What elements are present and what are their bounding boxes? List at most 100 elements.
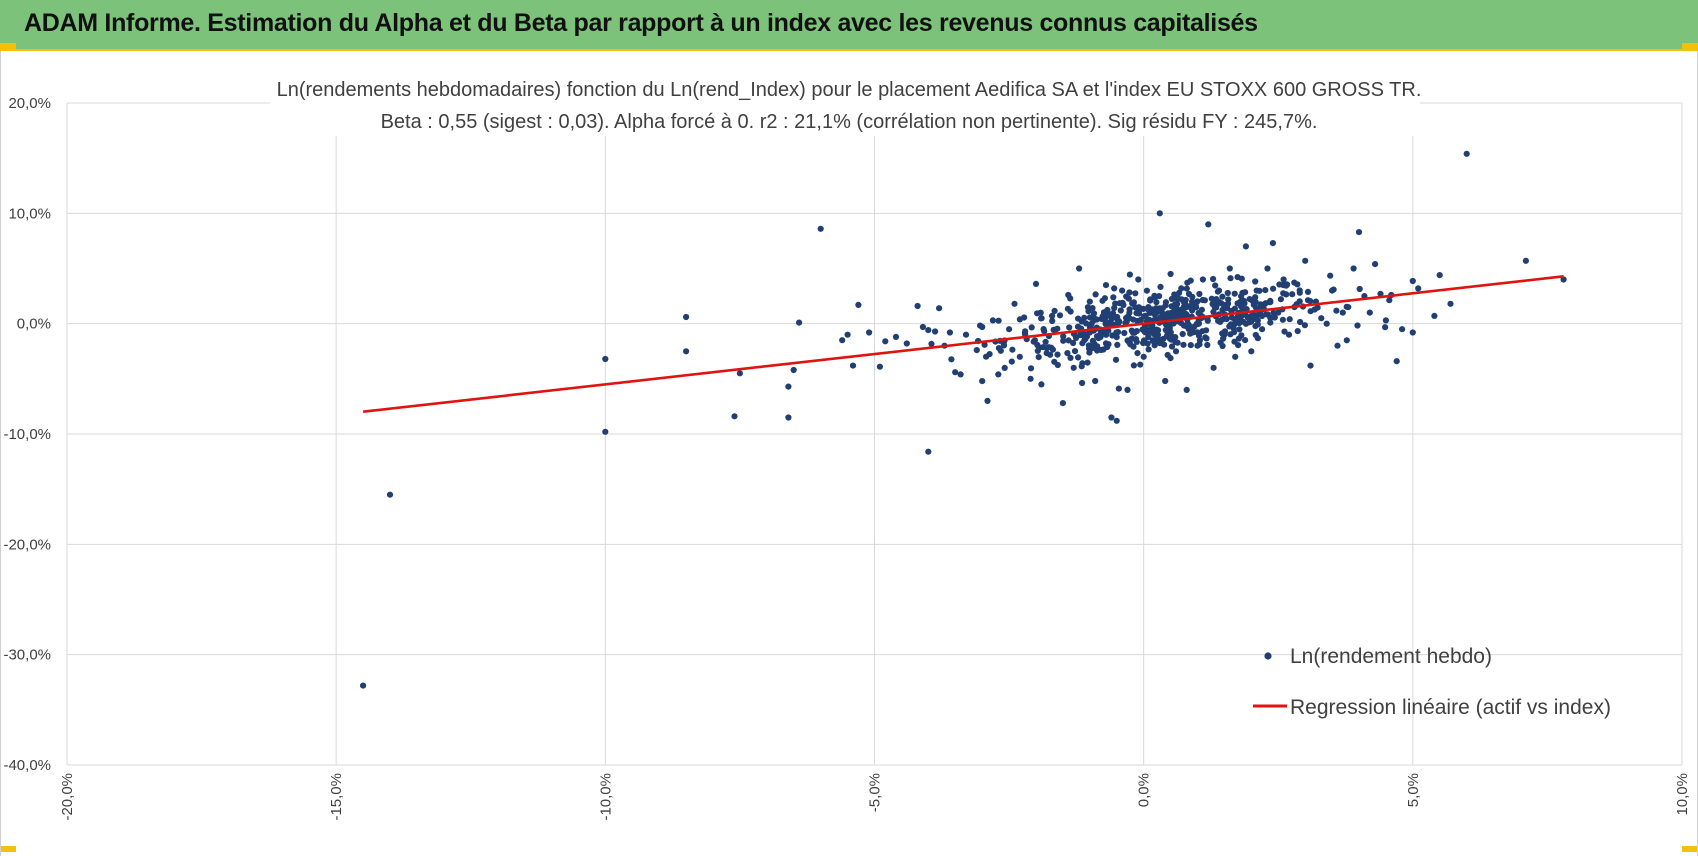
data-point [925, 448, 932, 455]
data-point [1189, 298, 1196, 305]
data-point [1231, 305, 1238, 312]
data-point [1092, 291, 1099, 298]
data-point [1271, 314, 1278, 321]
data-point [1104, 306, 1111, 314]
data-point [1409, 277, 1416, 285]
data-point [1145, 307, 1153, 314]
data-point [1522, 257, 1529, 264]
data-point [1275, 309, 1282, 316]
data-point [1239, 289, 1246, 296]
data-point [1006, 326, 1013, 333]
data-point [1252, 278, 1259, 285]
data-point [1372, 261, 1379, 268]
data-point [731, 413, 738, 420]
data-point [1252, 331, 1259, 339]
data-point [1027, 365, 1035, 372]
data-point [1151, 309, 1158, 316]
chart-subtitle: Beta : 0,55 (sigest : 0,03). Alpha forcé… [381, 111, 1318, 133]
data-point [1355, 229, 1363, 236]
data-point [1032, 280, 1040, 287]
data-point [1179, 305, 1186, 313]
data-point [817, 225, 824, 232]
data-point [1038, 381, 1045, 388]
data-point [1151, 292, 1158, 299]
data-point [1162, 377, 1169, 385]
data-point [1280, 290, 1287, 297]
y-tick-label: -40,0% [3, 757, 51, 774]
data-point [1097, 333, 1104, 340]
data-point [1034, 347, 1041, 354]
data-point [948, 356, 955, 363]
data-point [1286, 316, 1293, 323]
title-background [270, 72, 1420, 136]
data-point [1060, 337, 1067, 344]
data-point [1119, 287, 1126, 294]
data-point [1141, 328, 1148, 335]
data-point [1130, 362, 1137, 369]
y-tick-label: 20,0% [8, 95, 51, 112]
data-point [1264, 265, 1271, 272]
data-point [1285, 331, 1293, 338]
data-point [1178, 285, 1185, 292]
data-point [1248, 348, 1255, 355]
data-point [1230, 325, 1237, 332]
data-point [919, 323, 927, 331]
data-point [1090, 310, 1098, 317]
data-point [1311, 306, 1318, 313]
data-point [1081, 337, 1088, 344]
data-point [1202, 334, 1209, 341]
data-point [785, 383, 792, 390]
data-point [1254, 312, 1261, 319]
x-tick-label: 5,0% [1405, 773, 1422, 807]
data-point [1043, 344, 1050, 351]
data-point [925, 327, 932, 334]
data-point [1153, 299, 1160, 306]
corner-accent-bottom-right [1682, 846, 1698, 852]
data-point [984, 397, 991, 404]
data-point [1034, 310, 1041, 317]
data-point [1215, 287, 1223, 294]
data-point [1307, 362, 1314, 369]
data-point [1246, 296, 1253, 303]
data-point [1463, 150, 1470, 157]
data-point [995, 317, 1002, 324]
data-point [1115, 385, 1122, 392]
data-point [1399, 326, 1406, 333]
data-point [1027, 375, 1034, 382]
y-tick-label: 0,0% [17, 316, 51, 333]
data-point [1112, 300, 1119, 307]
corner-accent-top-right [1682, 43, 1698, 49]
data-point [1072, 334, 1080, 341]
data-point [1099, 297, 1106, 304]
data-point [1130, 299, 1137, 306]
data-point [1078, 318, 1085, 325]
data-point [1235, 335, 1242, 342]
data-point [1560, 276, 1567, 283]
data-point [1382, 317, 1389, 324]
data-point [1232, 353, 1239, 360]
data-point [997, 347, 1004, 354]
data-point [360, 682, 367, 689]
data-point [1035, 354, 1042, 361]
data-point [1124, 386, 1131, 393]
data-point [1075, 354, 1082, 361]
data-point [1345, 304, 1352, 311]
y-tick-label: -30,0% [3, 647, 51, 664]
data-point [1070, 339, 1077, 347]
data-point [1153, 335, 1160, 342]
data-point [1170, 311, 1177, 318]
data-point [1210, 364, 1217, 371]
data-point [1140, 353, 1147, 360]
data-point [1071, 348, 1079, 355]
data-point [1291, 279, 1298, 286]
data-point [1297, 318, 1304, 326]
data-point [1382, 324, 1389, 331]
data-point [1142, 312, 1149, 319]
data-point [1157, 314, 1164, 321]
data-point [1008, 358, 1015, 365]
data-point [1067, 354, 1074, 361]
data-point [1113, 417, 1120, 424]
data-point [1126, 306, 1133, 313]
data-point [1016, 353, 1023, 360]
